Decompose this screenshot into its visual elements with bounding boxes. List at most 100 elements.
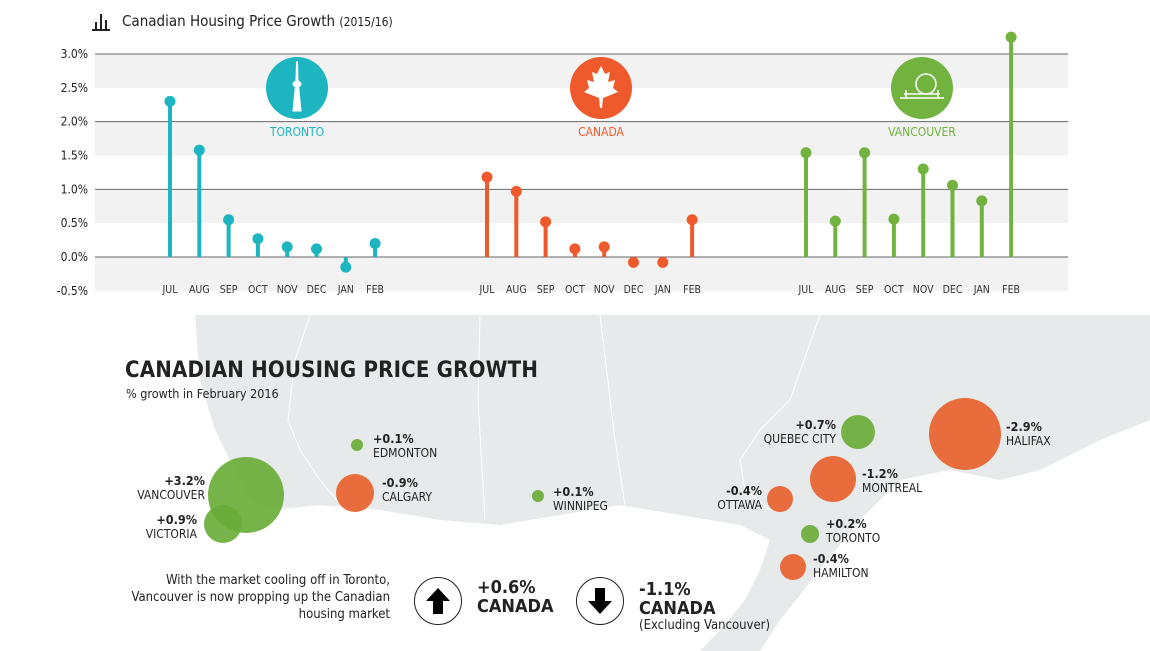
lollipop-dot: [947, 179, 958, 191]
lollipop-dot: [369, 237, 381, 249]
x-tick-label: FEB: [683, 284, 701, 296]
grid-band: [95, 121, 1068, 156]
map-land: [195, 315, 1150, 651]
city-value: +0.9%: [156, 512, 197, 527]
series-label: CANADA: [578, 125, 624, 139]
x-tick-label: OCT: [248, 284, 268, 296]
city-name: VICTORIA: [145, 527, 197, 541]
city-label: -0.4% OTTAWA: [717, 483, 762, 513]
x-tick-label: SEP: [537, 284, 555, 296]
x-tick-label: JUL: [798, 284, 815, 296]
x-tick-label: AUG: [189, 284, 210, 296]
lollipop-chart: 3.0% 2.5% 2.0% 1.5% 1.0% 0.5% 0.0% -0.5% JUL AUG S…: [57, 14, 1068, 298]
lollipop-dot: [976, 195, 988, 207]
map-title: CANADIAN HOUSING PRICE GROWTH: [125, 358, 539, 383]
city-label: -1.2% MONTREAL: [862, 466, 922, 496]
arrow-up-icon: [414, 577, 462, 625]
city-name: WINNIPEG: [553, 499, 608, 513]
city-value: +3.2%: [164, 473, 205, 488]
city-label: +3.2% VANCOUVER: [137, 473, 205, 503]
city-value: -0.4%: [726, 483, 762, 498]
city-value: +0.2%: [826, 516, 867, 531]
city-value: +0.1%: [553, 484, 594, 499]
x-tick-label: JAN: [654, 284, 671, 296]
chart-title-text: Canadian Housing Price Growth: [122, 12, 336, 30]
bar-chart-icon: [92, 14, 110, 31]
city-name: VANCOUVER: [137, 488, 205, 502]
y-tick-label: 3.0%: [61, 47, 88, 61]
lollipop-dot: [281, 241, 293, 253]
x-tick-label: AUG: [506, 284, 527, 296]
y-tick-label: -0.5%: [57, 284, 88, 298]
lollipop-dot: [859, 147, 871, 159]
city-name: HALIFAX: [1006, 434, 1051, 448]
city-label: +0.9% VICTORIA: [146, 512, 197, 542]
up-value: +0.6%: [477, 577, 536, 598]
lollipop-dot: [657, 256, 669, 268]
lollipop-dot: [252, 233, 264, 245]
chart-subtitle: (2015/16): [339, 15, 393, 29]
cn-tower-icon: [292, 61, 302, 112]
maple-leaf-icon: [584, 66, 618, 108]
lollipop-dot: [340, 261, 352, 273]
lollipop-dot: [510, 185, 522, 197]
down-sublabel: (Excluding Vancouver): [639, 618, 771, 633]
x-tick-label: NOV: [594, 284, 615, 296]
cn-tower-pod: [292, 80, 302, 88]
city-label: +0.1% WINNIPEG: [553, 484, 608, 514]
lollipop-dot: [1005, 31, 1017, 43]
x-tick-label: FEB: [366, 284, 384, 296]
city-label: -0.4% HAMILTON: [813, 551, 869, 581]
lollipop-dot: [800, 147, 812, 159]
y-tick-label: 2.5%: [61, 81, 88, 95]
chart-title: Canadian Housing Price Growth (2015/16): [122, 12, 393, 30]
x-tick-label: FEB: [1002, 284, 1020, 296]
y-tick-label: 1.0%: [61, 182, 88, 196]
lollipop-dot: [223, 214, 235, 226]
city-name: MONTREAL: [862, 481, 923, 495]
x-tick-label: JAN: [337, 284, 354, 296]
lollipop-dot: [311, 243, 322, 255]
lollipop-dot: [686, 214, 698, 226]
x-tick-label: JUL: [479, 284, 496, 296]
map-subtitle: % growth in February 2016: [126, 386, 279, 401]
lollipop-dot: [569, 243, 581, 255]
city-name: CALGARY: [382, 490, 433, 504]
building-shape: [900, 90, 944, 99]
x-tick-label: SEP: [856, 284, 874, 296]
city-value: -0.4%: [813, 551, 849, 566]
city-value: +0.1%: [373, 431, 414, 446]
city-label: +0.2% TORONTO: [826, 516, 880, 546]
science-world-badge: [891, 57, 953, 119]
city-label: +0.1% EDMONTON: [373, 431, 437, 461]
lollipop-dot: [917, 163, 929, 175]
x-tick-label: AUG: [825, 284, 846, 296]
city-name: OTTAWA: [717, 498, 762, 512]
series-label: VANCOUVER: [888, 125, 956, 139]
x-tick-label: DEC: [943, 284, 963, 296]
city-label: +0.7% QUEBEC CITY: [764, 417, 836, 447]
arrow-down-icon: [576, 577, 624, 625]
lollipop-dot: [193, 144, 205, 156]
lollipop-dot: [540, 216, 552, 228]
lollipop-dot: [598, 241, 610, 253]
lollipop-dot: [829, 215, 841, 227]
city-label: -0.9% CALGARY: [382, 475, 432, 505]
lollipop-dot: [164, 95, 176, 107]
y-tick-label: 2.0%: [61, 115, 88, 129]
up-label: CANADA: [477, 596, 554, 617]
x-tick-label: JUL: [162, 284, 179, 296]
lollipop-dot: [481, 171, 493, 183]
x-tick-label: NOV: [913, 284, 934, 296]
down-label: CANADA: [639, 598, 716, 619]
lollipop-dot: [628, 256, 639, 268]
y-tick-label: 0.5%: [61, 216, 88, 230]
down-value: -1.1%: [639, 579, 691, 600]
x-tick-label: OCT: [565, 284, 585, 296]
x-tick-label: DEC: [307, 284, 327, 296]
x-tick-label: OCT: [884, 284, 904, 296]
y-tick-label: 0.0%: [61, 250, 88, 264]
science-world-icon: [900, 73, 944, 99]
city-name: QUEBEC CITY: [763, 432, 836, 446]
